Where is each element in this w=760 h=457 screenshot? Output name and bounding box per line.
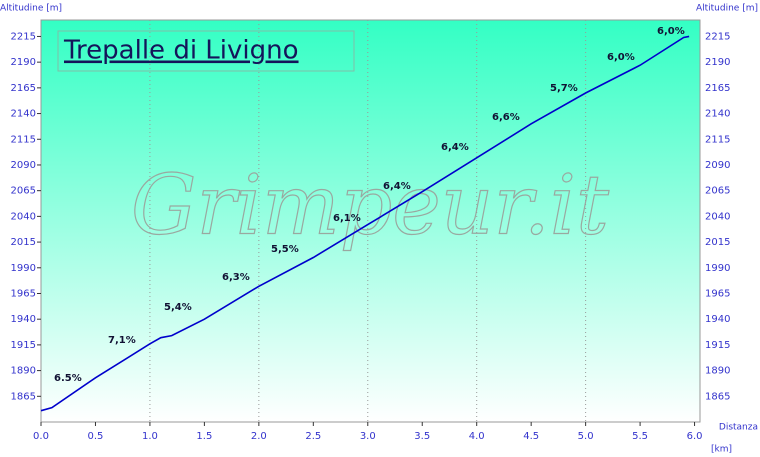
x-tick-label: 5.5: [632, 431, 648, 442]
y-tick-label: 2215: [11, 31, 36, 42]
y-tick-label: 2040: [11, 211, 36, 222]
x-tick-label: 4.5: [523, 431, 539, 442]
x-tick-label: 0.0: [33, 431, 49, 442]
y2-tick-label: 1990: [705, 263, 730, 274]
y-tick-label: 2165: [11, 83, 36, 94]
y2-tick-label: 1965: [705, 288, 730, 299]
y-tick-label: 2065: [11, 186, 36, 197]
x-tick-label: 6.0: [687, 431, 703, 442]
y-tick-label: 1915: [11, 340, 36, 351]
gradient-label: 6,3%: [222, 272, 250, 283]
y2-tick-label: 2090: [705, 160, 730, 171]
y-tick-label: 2140: [11, 109, 36, 120]
y-axis-label: Altitudine [m]: [0, 4, 62, 14]
y2-tick-label: 1915: [705, 340, 730, 351]
y2-tick-label: 2140: [705, 109, 730, 120]
y2-tick-label: 2040: [705, 211, 730, 222]
y2-tick-label: 1890: [705, 366, 730, 377]
watermark: Grimpeur.it: [131, 159, 610, 254]
x-axis-unit: [km]: [711, 445, 732, 455]
x-tick-label: 5.0: [578, 431, 594, 442]
x-tick-label: 2.5: [305, 431, 321, 442]
y2-axis-label: Altitudine [m]: [696, 4, 758, 14]
gradient-label: 6,4%: [383, 181, 411, 192]
gradient-label: 6,1%: [333, 213, 361, 224]
y2-tick-label: 2015: [705, 237, 730, 248]
y2-tick-label: 2165: [705, 83, 730, 94]
y-tick-label: 2090: [11, 160, 36, 171]
y2-tick-label: 1940: [705, 314, 730, 325]
y2-tick-label: 1865: [705, 391, 730, 402]
x-tick-label: 0.5: [88, 431, 104, 442]
y-tick-label: 2190: [11, 57, 36, 68]
y2-tick-label: 2190: [705, 57, 730, 68]
y2-tick-label: 2215: [705, 31, 730, 42]
y2-tick-label: 2065: [705, 186, 730, 197]
gradient-label: 6.5%: [54, 373, 82, 384]
title-box: [57, 30, 355, 72]
y-tick-label: 1965: [11, 288, 36, 299]
y-tick-label: 2115: [11, 134, 36, 145]
chart-title: Trepalle di Livigno: [63, 36, 299, 66]
x-tick-label: 3.5: [414, 431, 430, 442]
gradient-label: 5,7%: [550, 83, 578, 94]
gradient-label: 7,1%: [108, 335, 136, 346]
x-tick-label: 1.5: [196, 431, 212, 442]
gradient-label: 5,5%: [271, 244, 299, 255]
y-tick-label: 1890: [11, 366, 36, 377]
x-tick-label: 4.0: [469, 431, 485, 442]
y-tick-label: 2015: [11, 237, 36, 248]
gradient-label: 6,6%: [492, 112, 520, 123]
y2-tick-label: 2115: [705, 134, 730, 145]
gradient-label: 5,4%: [164, 302, 192, 313]
gradient-label: 6,0%: [607, 52, 635, 63]
y-tick-label: 1865: [11, 391, 36, 402]
x-tick-label: 1.0: [142, 431, 158, 442]
elevation-line: [40, 35, 690, 412]
gradient-label: 6,4%: [441, 142, 469, 153]
x-tick-label: 3.0: [360, 431, 376, 442]
plot-area: [40, 19, 701, 423]
y-tick-label: 1990: [11, 263, 36, 274]
gradient-label: 6,0%: [657, 26, 685, 37]
y-tick-label: 1940: [11, 314, 36, 325]
x-tick-label: 2.0: [251, 431, 267, 442]
x-axis-label: Distanza: [719, 423, 758, 433]
